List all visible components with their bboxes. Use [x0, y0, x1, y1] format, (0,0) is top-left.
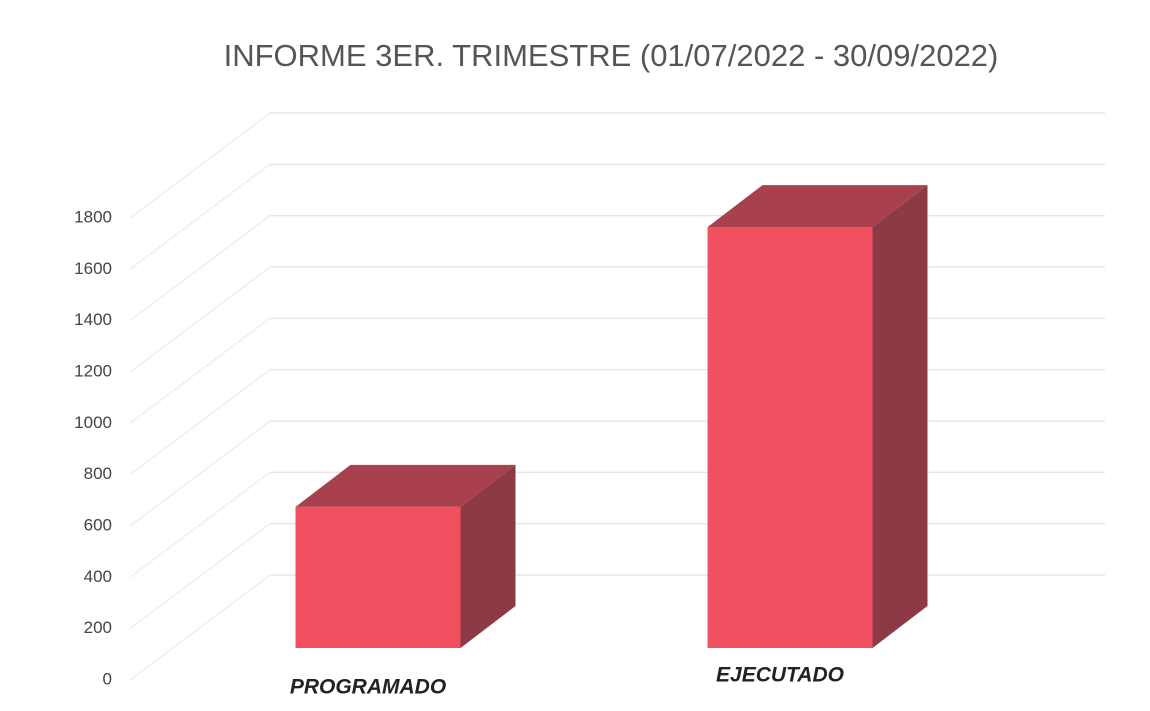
grid-line — [129, 266, 271, 373]
x-tick-label: EJECUTADO — [716, 664, 844, 687]
bar — [707, 227, 873, 649]
grid-line — [129, 215, 271, 322]
bar-top — [707, 185, 928, 228]
grid-line — [129, 523, 271, 630]
grid-line — [129, 112, 271, 219]
y-tick-label: 200 — [84, 618, 112, 637]
chart-title: INFORME 3ER. TRIMESTRE (01/07/2022 - 30/… — [224, 38, 999, 73]
grid-line — [129, 420, 271, 527]
y-tick-label: 0 — [103, 669, 112, 688]
grid-line — [129, 369, 271, 476]
y-tick-label: 800 — [84, 464, 112, 483]
y-tick-label: 1800 — [74, 207, 112, 226]
bar-side — [460, 464, 516, 648]
y-tick-label: 400 — [84, 567, 112, 586]
x-tick-label: PROGRAMADO — [290, 676, 446, 699]
y-tick-label: 1600 — [74, 259, 112, 278]
grid-line — [129, 317, 271, 424]
bar-side — [872, 185, 928, 649]
grid-line — [129, 163, 271, 270]
grid-line — [129, 471, 271, 578]
grid-line — [129, 574, 271, 681]
y-tick-label: 1200 — [74, 361, 112, 380]
bar — [295, 506, 461, 648]
y-tick-label: 1000 — [74, 413, 112, 432]
y-tick-label: 600 — [84, 515, 112, 534]
bar-top — [295, 464, 516, 507]
y-tick-label: 1400 — [74, 310, 112, 329]
